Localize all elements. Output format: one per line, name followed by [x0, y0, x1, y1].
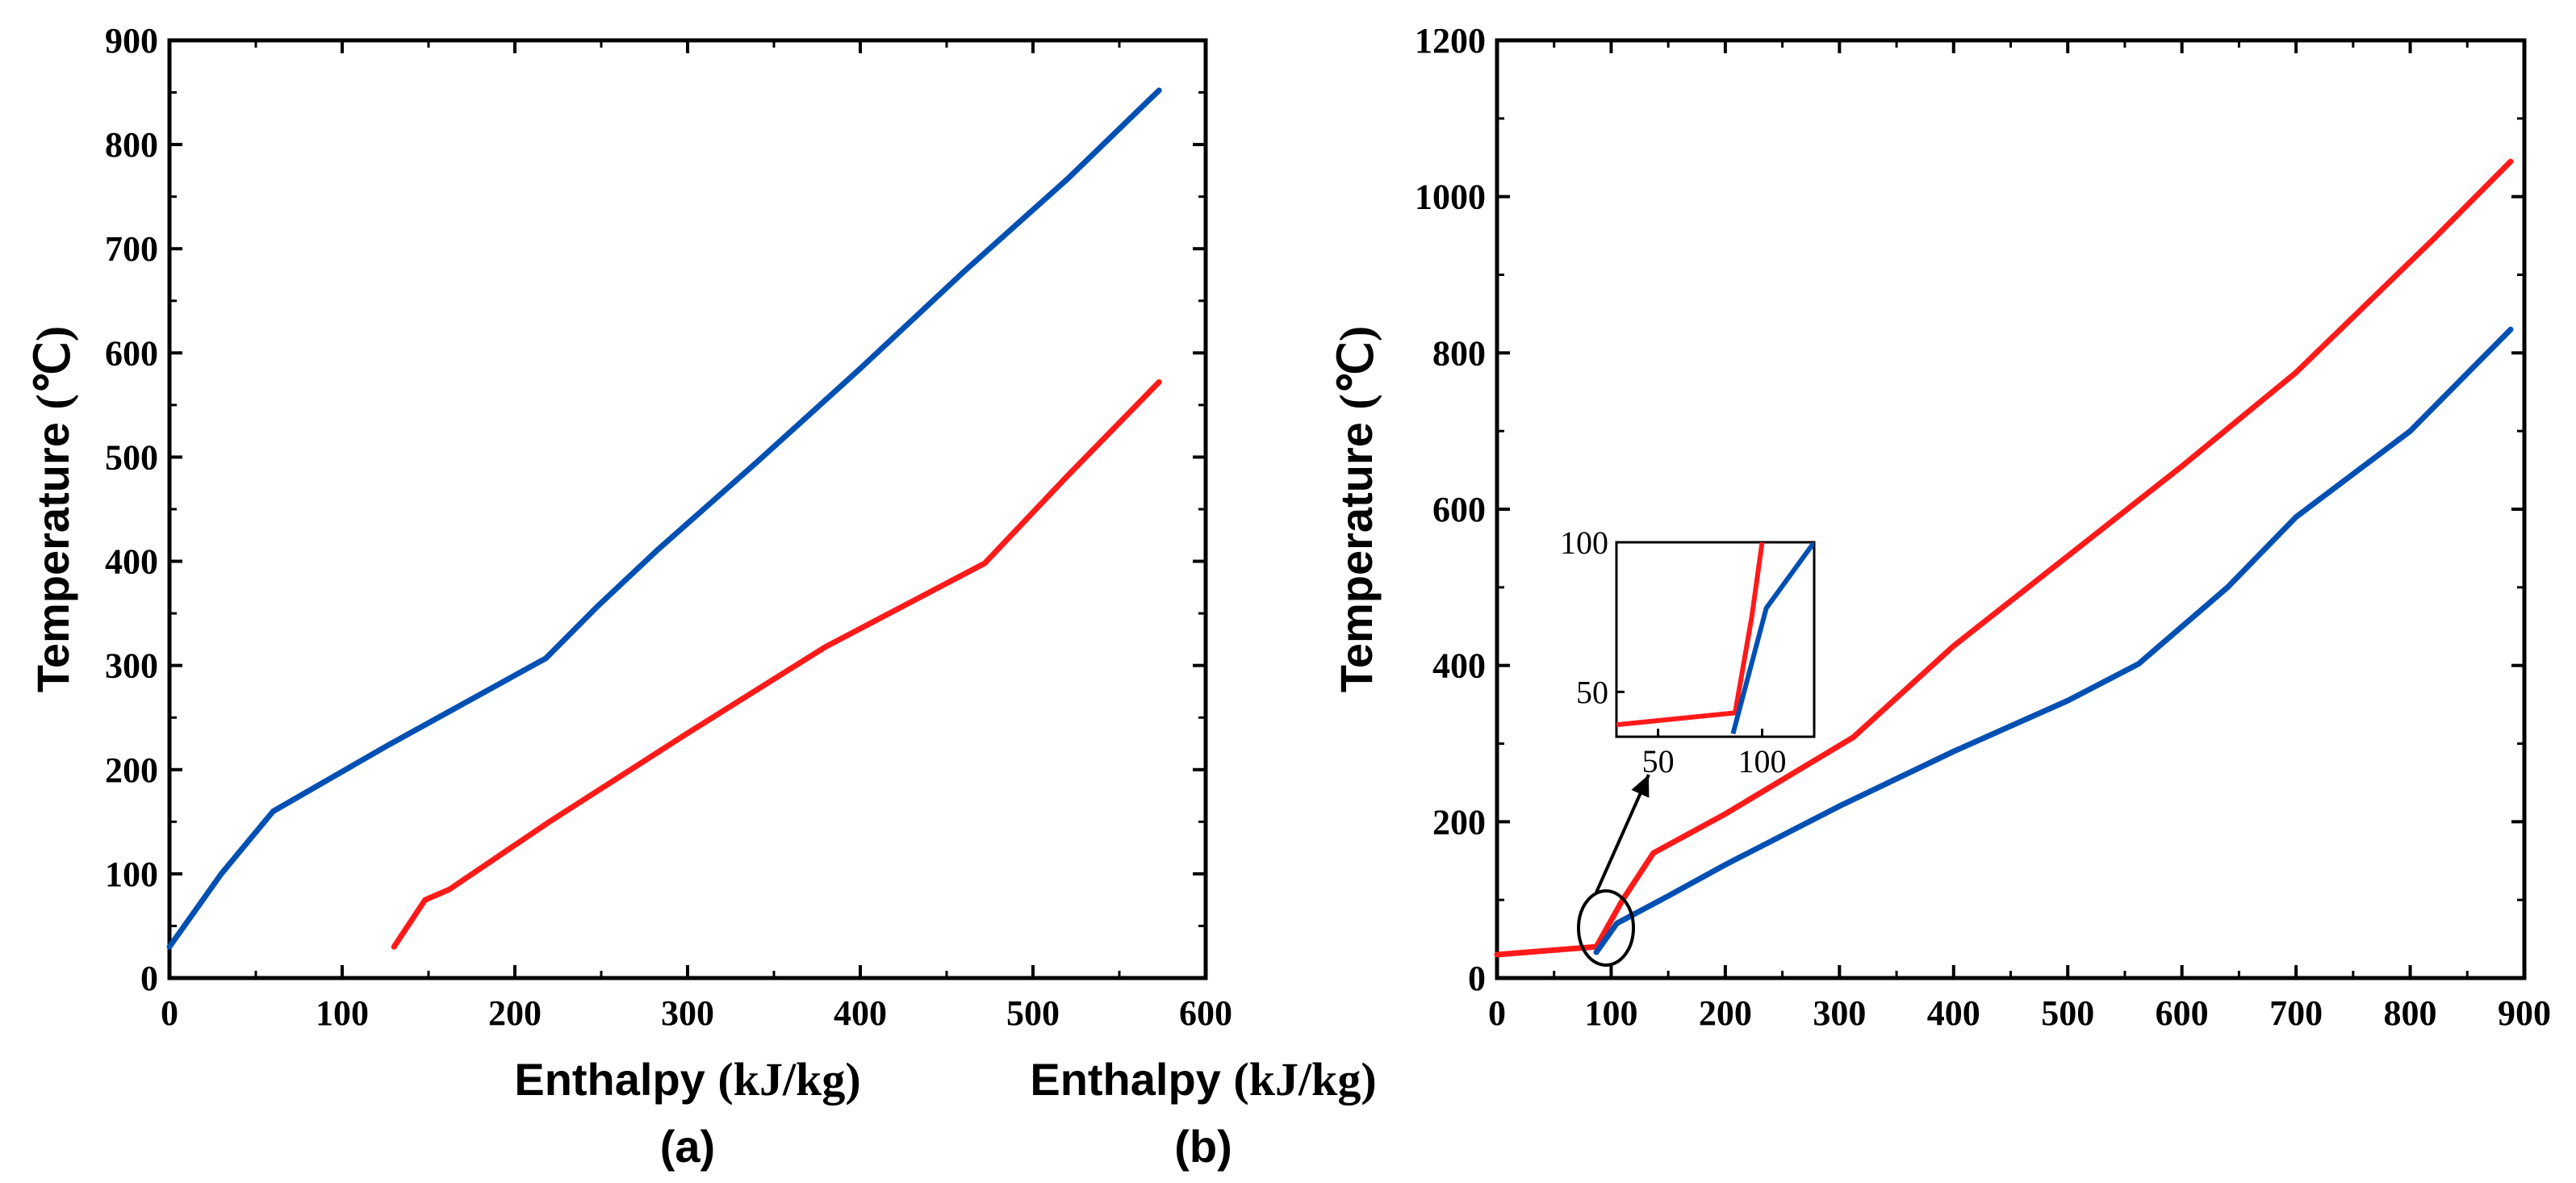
x-tick-label-a: 300 [661, 993, 714, 1033]
x-tick-label-b: 900 [2498, 993, 2551, 1033]
y-tick-label-b: 0 [1468, 959, 1486, 998]
series-line-red-a [391, 378, 1162, 950]
y-tick-label-b: 800 [1432, 333, 1486, 373]
zoom-region-ellipse [1577, 889, 1635, 967]
y-tick-label-b: 1000 [1415, 178, 1486, 217]
series-line-blue-b [1593, 326, 2514, 955]
y-axis-label-b: Temperature [1331, 410, 1382, 693]
x-tick-label-b: 100 [1584, 993, 1637, 1033]
x-tick-label-a: 0 [161, 993, 178, 1033]
panel-a-chart: 0 100 200 300 400 500 600 0 100 200 300 400 500 600 70… [27, 21, 1232, 1172]
x-tick-label-b: 200 [1699, 993, 1752, 1033]
y-axis-unit-a: (℃) [27, 326, 79, 410]
panel-b-chart: 0 100 200 300 400 500 600 700 800 900 0 200 400 600 80… [1030, 21, 2551, 1172]
panel-label-a: (a) [660, 1121, 715, 1172]
y-tick-label-a: 700 [105, 229, 158, 269]
y-tick-label-b: 200 [1432, 802, 1486, 842]
x-axis-label-b: Enthalpy [1030, 1054, 1233, 1105]
inset-y-tick-label: 50 [1576, 674, 1608, 710]
x-tick-label-b: 400 [1927, 993, 1980, 1033]
inset-y-tick-label: 100 [1560, 525, 1608, 561]
inset-x-tick-label: 50 [1642, 743, 1675, 780]
x-axis-unit-a: (kJ/kg) [717, 1053, 860, 1106]
x-tick-label-a: 400 [834, 993, 887, 1033]
x-tick-label-a: 500 [1006, 993, 1060, 1033]
y-tick-label-a: 800 [105, 125, 158, 165]
x-axis-label-a: Enthalpy [514, 1054, 717, 1105]
inset-x-tick-label: 100 [1738, 743, 1787, 780]
inset-series-line-red [1616, 542, 1765, 728]
y-tick-label-b: 400 [1432, 646, 1486, 686]
y-tick-label-a: 300 [105, 646, 158, 686]
y-tick-label-a: 500 [105, 437, 158, 477]
x-tick-label-b: 700 [2269, 993, 2323, 1033]
x-axis-title-a: Enthalpy (kJ/kg) [514, 1053, 860, 1106]
y-tick-label-a: 600 [105, 333, 158, 373]
plot-frame-b [1495, 38, 2527, 980]
x-tick-label-b: 800 [2384, 993, 2437, 1033]
zoom-arrow-shaft [1595, 774, 1650, 893]
y-tick-label-a: 100 [105, 855, 158, 894]
y-axis-label-a: Temperature [27, 410, 78, 693]
series-line-red-b [1494, 158, 2514, 958]
series-line-blue-a [166, 87, 1162, 950]
y-axis-unit-b: (℃) [1330, 326, 1382, 410]
y-tick-label-b: 1200 [1415, 21, 1486, 61]
y-tick-label-a: 0 [140, 959, 158, 998]
x-axis-unit-b: (kJ/kg) [1233, 1053, 1376, 1106]
x-tick-label-a: 600 [1179, 993, 1232, 1033]
x-axis-title-b: Enthalpy (kJ/kg) [1030, 1053, 1376, 1106]
inset-series-line-blue [1730, 542, 1814, 735]
y-tick-label-b: 600 [1432, 490, 1486, 529]
inset-chart: 50 100 50 100 [1560, 525, 1816, 780]
panel-label-b: (b) [1174, 1121, 1232, 1172]
x-tick-label-b: 500 [2041, 993, 2094, 1033]
y-axis-title-a: Temperature (℃) [27, 326, 79, 692]
x-tick-label-b: 300 [1813, 993, 1866, 1033]
y-tick-label-a: 900 [105, 21, 158, 61]
plot-frame-a [167, 38, 1208, 980]
y-axis-title-b: Temperature (℃) [1330, 326, 1382, 692]
x-tick-label-b: 0 [1488, 993, 1506, 1033]
x-tick-label-a: 100 [316, 993, 369, 1033]
zoom-arrow-head [1631, 775, 1650, 798]
x-tick-label-b: 600 [2156, 993, 2209, 1033]
y-tick-label-a: 200 [105, 750, 158, 790]
inset-frame [1615, 541, 1816, 738]
y-tick-label-a: 400 [105, 542, 158, 582]
x-tick-label-a: 200 [488, 993, 542, 1033]
